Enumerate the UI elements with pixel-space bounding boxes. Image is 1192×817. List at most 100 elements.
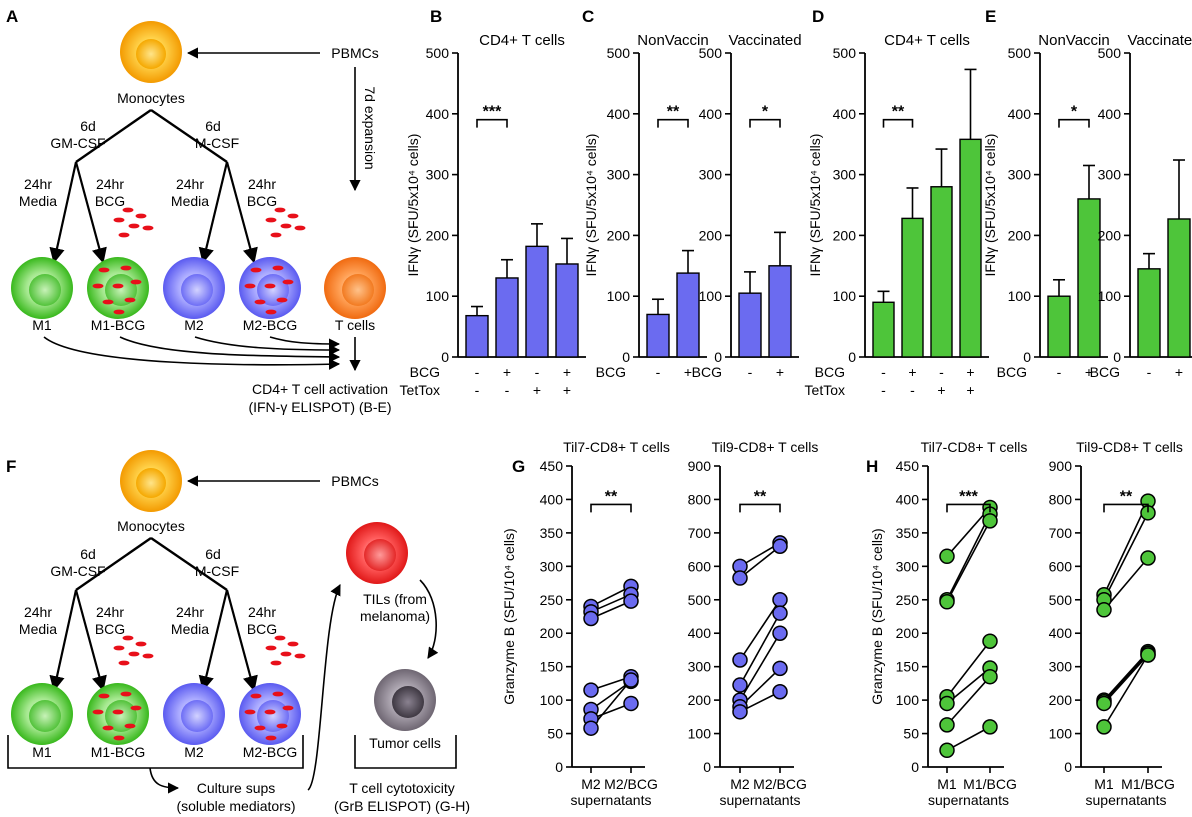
- arm-24hr-label: 24hr: [248, 176, 276, 192]
- chart-title: Til7-CD8+ T cells: [921, 439, 1028, 455]
- data-point: [772, 538, 788, 555]
- y-tick-label: 300: [426, 167, 450, 183]
- m-csf-branch: [150, 109, 228, 163]
- arm-24hr-label: 24hr: [96, 176, 124, 192]
- x-category-label: M2: [730, 776, 750, 792]
- row-label: BCG: [596, 364, 626, 380]
- y-tick-label: 200: [833, 227, 857, 243]
- significance-bracket: [590, 503, 632, 513]
- arm-24hr-label: 24hr: [96, 604, 124, 620]
- arm-bcg-label: BCG: [247, 621, 277, 637]
- y-axis-label: IFNγ (SFU/5x10⁴ cells): [982, 134, 998, 277]
- pair-line: [590, 680, 632, 711]
- arm-media-label: Media: [19, 193, 57, 209]
- pair-line: [739, 612, 781, 686]
- row-sign: -: [939, 364, 944, 380]
- significance-label: **: [1120, 488, 1133, 505]
- y-axis-label: IFNγ (SFU/5x10⁴ cells): [583, 134, 599, 277]
- y-tick-label: 300: [540, 558, 564, 574]
- y-tick-label: 400: [1008, 106, 1032, 122]
- y-tick-label: 200: [688, 692, 712, 708]
- row-sign: -: [1057, 364, 1062, 380]
- significance-label: ***: [959, 488, 978, 505]
- significance-label: **: [754, 488, 767, 505]
- data-point: [732, 570, 748, 586]
- data-point: [982, 719, 998, 735]
- data-point: [623, 593, 639, 609]
- pair-line: [946, 676, 991, 726]
- x-group-label: supernatants: [720, 792, 801, 808]
- data-point: [583, 720, 599, 736]
- data-point: [982, 633, 998, 649]
- arm-24hr-label: 24hr: [24, 604, 52, 620]
- y-tick-label: 300: [688, 659, 712, 675]
- significance-bracket: [1058, 118, 1090, 128]
- row-sign: +: [776, 364, 784, 380]
- bar: [872, 301, 895, 358]
- m1-bcg-label: M1-BCG: [91, 744, 145, 760]
- row-label: BCG: [692, 364, 722, 380]
- m1-media-arrow: [49, 161, 78, 264]
- data-point: [772, 592, 788, 608]
- pair-line: [1103, 512, 1149, 601]
- pair-line: [946, 520, 991, 603]
- chart-title: Til7-CD8+ T cells: [563, 439, 670, 455]
- y-tick-label: 600: [1049, 558, 1073, 574]
- data-point: [772, 684, 788, 700]
- arm-bcg-label: BCG: [95, 193, 125, 209]
- row-sign: +: [684, 364, 692, 380]
- data-point: [623, 672, 639, 688]
- y-tick-label: 700: [688, 525, 712, 541]
- monocyte-cell-icon: [120, 450, 182, 512]
- panel-label: D: [812, 7, 824, 26]
- data-point: [1140, 647, 1156, 663]
- data-point: [772, 605, 788, 621]
- y-tick-label: 200: [699, 227, 723, 243]
- y-tick-label: 150: [896, 659, 920, 675]
- y-tick-label: 100: [833, 288, 857, 304]
- m2-media-arrow: [198, 161, 229, 264]
- til-cell-icon: [346, 522, 408, 584]
- pair-line: [1103, 652, 1149, 703]
- y-tick-label: 400: [1049, 625, 1073, 641]
- m2-bcg-label: M2-BCG: [243, 744, 297, 760]
- data-point: [939, 548, 955, 565]
- row-sign: +: [1085, 364, 1093, 380]
- sups-arrow: [149, 767, 180, 794]
- significance-bracket: [946, 503, 991, 513]
- x-category-label: M1/BCG: [1121, 776, 1175, 792]
- gm-csf-label: GM-CSF: [50, 135, 105, 151]
- y-tick-label: 0: [1064, 759, 1072, 775]
- data-point: [583, 610, 599, 627]
- row-label: BCG: [1090, 364, 1120, 380]
- y-tick-label: 150: [540, 659, 564, 675]
- bar: [959, 138, 982, 358]
- gm-csf-branch: [75, 109, 152, 163]
- y-tick-label: 300: [699, 167, 723, 183]
- m1-label: M1: [32, 317, 52, 333]
- arm-bcg-label: BCG: [95, 621, 125, 637]
- y-tick-label: 200: [540, 625, 564, 641]
- x-group-label: supernatants: [571, 792, 652, 808]
- m-csf-label: M-CSF: [195, 563, 239, 579]
- m1-label: M1: [32, 744, 52, 760]
- tumor-cell-icon: [374, 669, 436, 731]
- significance-label: *: [762, 104, 769, 121]
- y-axis-label: IFNγ (SFU/5x10⁴ cells): [807, 134, 823, 277]
- tils-label: TILs (from: [363, 591, 427, 607]
- significance-bracket: [657, 118, 689, 128]
- significance-bracket: [739, 503, 781, 513]
- y-tick-label: 100: [1098, 288, 1122, 304]
- cytotoxicity-bracket: [354, 735, 457, 769]
- data-point: [1140, 550, 1156, 566]
- y-axis-label: Granzyme B (SFU/10⁴ cells): [501, 528, 517, 704]
- pair-line: [1103, 654, 1149, 704]
- y-tick-label: 300: [1049, 659, 1073, 675]
- y-tick-label: 900: [688, 458, 712, 474]
- m2-bcg-cell-icon: [239, 683, 301, 745]
- expansion-label: 7d expansion: [362, 86, 378, 169]
- panel-label: E: [985, 7, 996, 26]
- row-label: TetTox: [805, 382, 845, 398]
- x-group-label: supernatants: [928, 792, 1009, 808]
